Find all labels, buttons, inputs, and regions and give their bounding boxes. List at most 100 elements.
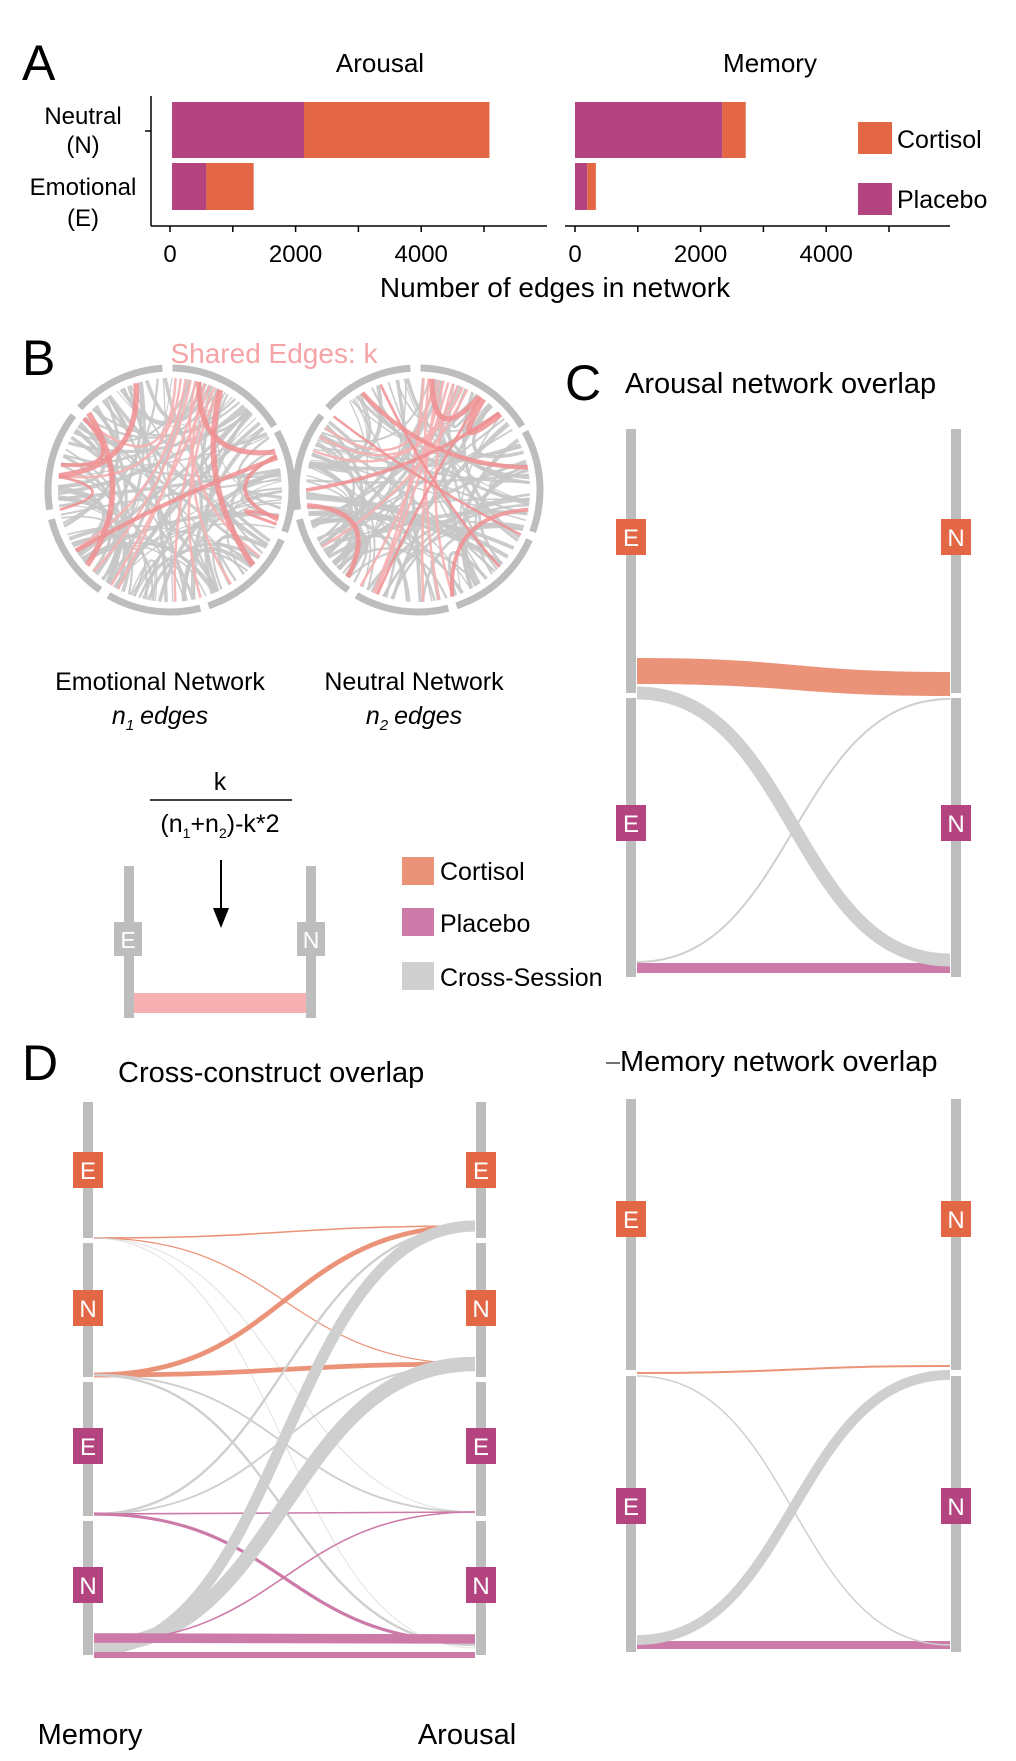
neutral-chord-shared-fan-7 bbox=[312, 384, 460, 463]
schematic-left-node-label: E bbox=[120, 927, 135, 953]
emotional-ring-segment-4 bbox=[48, 518, 103, 593]
bar-arousal-placebo-0 bbox=[172, 102, 305, 158]
flow-legend-swatch-placebo bbox=[402, 908, 434, 936]
emotional-chord-shared-7 bbox=[196, 381, 276, 456]
cross-node-left-2-label: E bbox=[80, 1434, 96, 1461]
cross-node-right-0-box bbox=[466, 1152, 496, 1188]
neutral-chord-gray-65 bbox=[317, 434, 356, 542]
legend-label-cortisol: Cortisol bbox=[897, 126, 982, 154]
neutral-chord-gray-81 bbox=[306, 497, 504, 565]
emotional-chord-shared-fan-1 bbox=[58, 378, 182, 479]
cross-flow-2 bbox=[93, 1237, 476, 1513]
neutral-chord-gray-91 bbox=[478, 464, 528, 566]
cross-node-left-0-box bbox=[73, 1152, 103, 1188]
memory-flow-placebo bbox=[637, 1641, 950, 1649]
arousal-overlap-title: Arousal network overlap bbox=[625, 368, 936, 400]
memory-node-right-placebo-box bbox=[941, 1488, 971, 1524]
legend-swatch-placebo bbox=[858, 183, 892, 215]
neutral-ring-segment-2 bbox=[455, 538, 533, 610]
x-tick-label-memory-4000: 4000 bbox=[800, 241, 853, 268]
bar-arousal-cortisol-0 bbox=[304, 102, 490, 158]
formula-den-sub1: 1 bbox=[183, 825, 191, 841]
cross-node-left-2-box bbox=[73, 1428, 103, 1464]
formula-arrow-head bbox=[213, 908, 229, 928]
emotional-chord-shared-5 bbox=[84, 411, 116, 567]
neutral-chord-shared-fan-9 bbox=[321, 388, 469, 549]
y-label-emotional: Emotional bbox=[30, 174, 137, 201]
x-tick-label-arousal-0: 0 bbox=[163, 241, 176, 268]
cross-node-right-3-label: N bbox=[472, 1573, 489, 1600]
cross-construct-title: Cross-construct overlap bbox=[118, 1057, 424, 1089]
memory-node-right-cortisol-box bbox=[941, 1201, 971, 1237]
emotional-chord-shared-0 bbox=[58, 475, 94, 511]
emotional-chord-shared-fan-0 bbox=[82, 378, 177, 448]
neutral-chord-shared-5 bbox=[332, 415, 522, 536]
cross-flow-14 bbox=[93, 1511, 476, 1643]
neutral-chord-shared-8 bbox=[465, 397, 503, 436]
emotional-chord-gray-94 bbox=[133, 489, 283, 597]
legend-label-placebo: Placebo bbox=[897, 186, 987, 214]
cross-node-right-3-box bbox=[466, 1567, 496, 1603]
n2-edges-word: edges bbox=[394, 702, 462, 730]
bar-arousal-placebo-1 bbox=[172, 163, 207, 210]
neutral-chord-shared-6 bbox=[449, 507, 529, 597]
formula-den-sub2: 2 bbox=[219, 825, 227, 841]
emotional-chord-shared-8 bbox=[58, 383, 140, 479]
emotional-chord-shared-fan-2 bbox=[74, 378, 187, 551]
memory-node-left-placebo-label: E bbox=[623, 1494, 639, 1521]
neutral-chord-shared-fan-5 bbox=[374, 381, 450, 595]
neutral-chord-shared-fan-8 bbox=[318, 386, 464, 457]
cross-flow-8 bbox=[93, 1224, 476, 1516]
n1-subscript: 1 bbox=[126, 717, 134, 734]
emotional-ring-segment-3 bbox=[106, 592, 202, 616]
emotional-chord-gray-61 bbox=[60, 478, 282, 516]
cross-node-left-3-box bbox=[73, 1567, 103, 1603]
x-tick-label-memory-2000: 2000 bbox=[674, 241, 727, 268]
emotional-chord-gray-82 bbox=[67, 407, 248, 453]
arousal-flow-cortisol bbox=[637, 658, 950, 696]
flow-legend-swatch-cortisol bbox=[402, 857, 434, 885]
panel-letter-a: A bbox=[22, 35, 56, 91]
emotional-chord-gray-38 bbox=[68, 528, 117, 576]
y-category-neutral: Neutral (N) bbox=[44, 103, 121, 159]
neutral-chord-shared-fan-1 bbox=[423, 378, 441, 601]
emotional-network-chord bbox=[44, 364, 296, 616]
cross-node-right-0-label: E bbox=[473, 1158, 489, 1185]
overlap-formula: k (n1+n2)-k*2 bbox=[150, 768, 292, 928]
emotional-chord-shared-4 bbox=[243, 509, 280, 526]
panel-letter-b: B bbox=[22, 330, 55, 386]
emotional-ring-segment-6 bbox=[77, 364, 163, 411]
emotional-ring-segment-2 bbox=[207, 538, 285, 610]
formula-den-open: (n bbox=[160, 810, 182, 838]
emotional-chord-gray-53 bbox=[236, 436, 281, 510]
neutral-ring-segment-0 bbox=[420, 364, 525, 429]
formula-den-close: )-k*2 bbox=[227, 810, 280, 838]
arousal-left-axis-segment-0 bbox=[626, 429, 636, 693]
cross-node-left-0-label: E bbox=[80, 1158, 96, 1185]
neutral-chord-gray-77 bbox=[391, 403, 492, 600]
neutral-network-edges: n2 edges bbox=[366, 702, 462, 734]
neutral-chord-shared-2 bbox=[306, 502, 361, 579]
emotional-chord-gray-23 bbox=[60, 464, 134, 595]
neutral-chord-gray-90 bbox=[308, 512, 411, 602]
memory-flow-cross-main bbox=[636, 1370, 951, 1645]
neutral-chord-shared-fan-2 bbox=[324, 378, 435, 452]
emotional-chord-gray-67 bbox=[67, 524, 256, 564]
emotional-chord-shared-1 bbox=[60, 416, 105, 468]
cross-flow-0 bbox=[93, 1225, 476, 1239]
n1-letter: n bbox=[112, 702, 126, 730]
arousal-node-left-placebo-box bbox=[616, 805, 646, 841]
arousal-flow-cross-thin bbox=[636, 698, 951, 963]
arousal-node-right-placebo-box bbox=[941, 805, 971, 841]
emotional-chord-gray-35 bbox=[162, 378, 174, 602]
neutral-chord-gray-68 bbox=[314, 393, 372, 453]
memory-flow-cross-thin bbox=[636, 1375, 951, 1646]
bar-arousal-cortisol-1 bbox=[206, 163, 254, 210]
facet-title-arousal: Arousal bbox=[336, 48, 424, 78]
panel-letter-d: D bbox=[22, 1035, 58, 1091]
schematic-sankey: E N bbox=[114, 866, 325, 1018]
emotional-chord-gray-48 bbox=[91, 401, 241, 437]
neutral-chord-shared-0 bbox=[429, 378, 482, 422]
